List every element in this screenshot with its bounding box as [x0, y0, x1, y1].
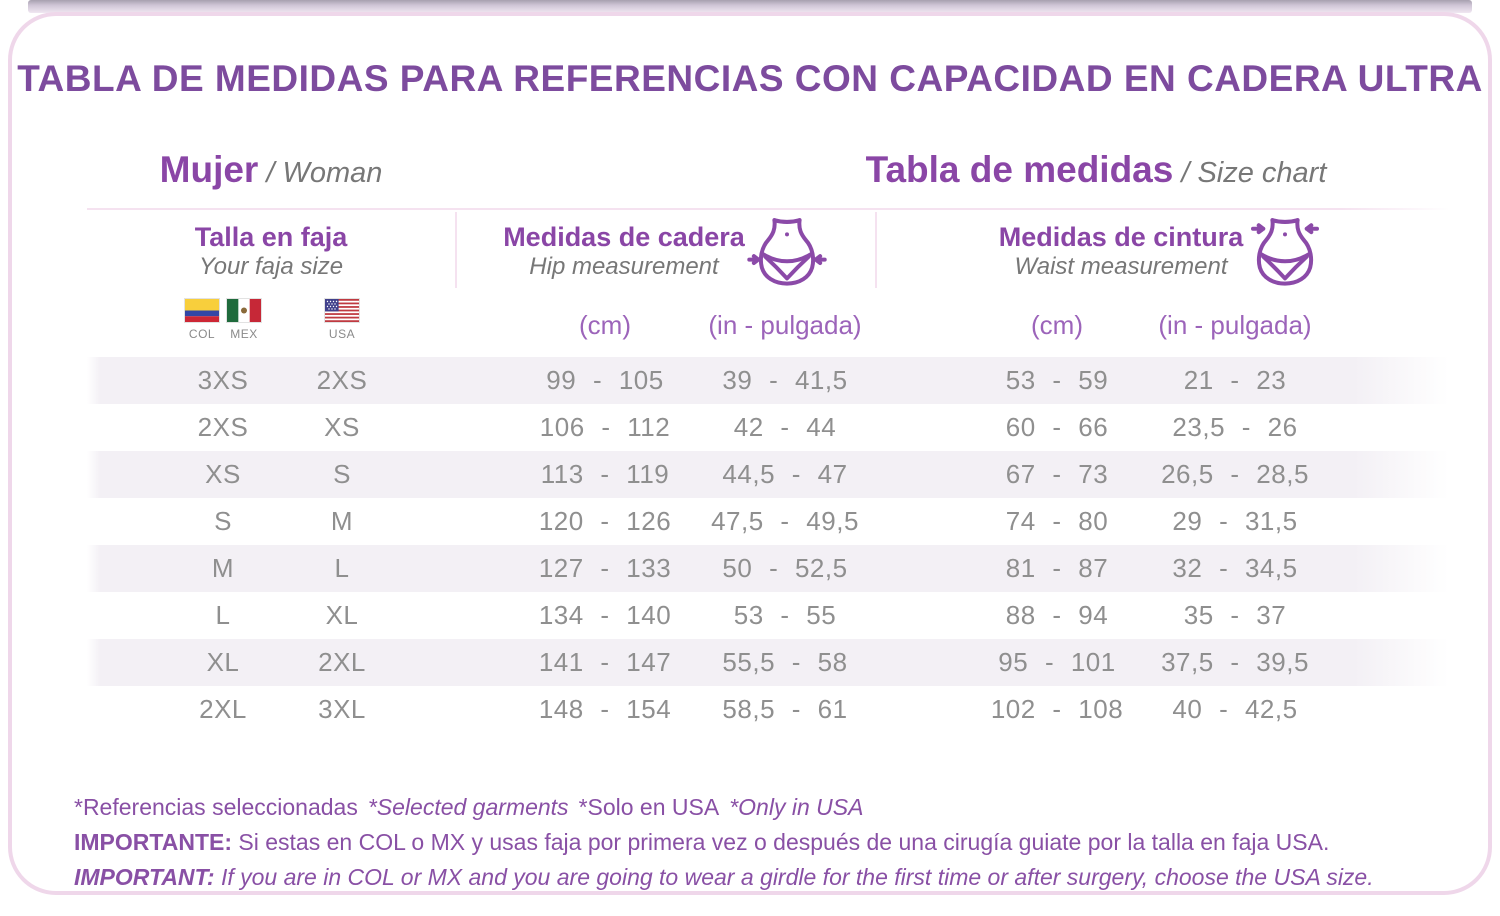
waist-cm-cell: 88 - 94 [1006, 592, 1108, 639]
hip-inch-cell: 53 - 55 [734, 592, 836, 639]
size-chart-card: TABLA DE MEDIDAS PARA REFERENCIAS CON CA… [8, 12, 1492, 895]
footnote-usa-only-es: *Solo en USA [579, 794, 720, 820]
waist-cm-cell: 81 - 87 [1006, 545, 1108, 592]
table-row: S M 120 - 126 47,5 - 49,5 74 - 80 29 - 3… [87, 498, 1449, 545]
hip-cm-cell: 141 - 147 [539, 639, 671, 686]
table-row: 2XS XS 106 - 112 42 - 44 60 - 66 23,5 - … [87, 404, 1449, 451]
footnotes: *Referencias seleccionadas *Selected garm… [74, 790, 1474, 895]
hip-inch-cell: 44,5 - 47 [722, 451, 847, 498]
waist-inch-cell: 26,5 - 28,5 [1161, 451, 1309, 498]
size-table-body: 3XS 2XS 99 - 105 39 - 41,5 53 - 59 21 - … [87, 357, 1449, 733]
hip-inch-cell: 42 - 44 [734, 404, 836, 451]
hip-header-en: Hip measurement [503, 253, 745, 281]
waist-inch-cell: 23,5 - 26 [1172, 404, 1297, 451]
size-usa-cell: XL [326, 592, 359, 639]
waist-cm-unit-label: (cm) [1031, 294, 1083, 356]
hip-measurement-icon [747, 215, 827, 287]
waist-cm-cell: 53 - 59 [1006, 357, 1108, 404]
waist-inch-unit-label: (in - pulgada) [1158, 294, 1311, 356]
table-row: 3XS 2XS 99 - 105 39 - 41,5 53 - 59 21 - … [87, 357, 1449, 404]
important-label: IMPORTANT: [74, 864, 215, 890]
mexico-flag-icon [227, 299, 261, 322]
section-header-woman: Mujer/ Woman [87, 149, 455, 191]
table-row: L XL 134 - 140 53 - 55 88 - 94 35 - 37 [87, 592, 1449, 639]
footnote-selected-es: *Referencias seleccionadas [74, 794, 358, 820]
hip-cm-cell: 120 - 126 [539, 498, 671, 545]
important-text: If you are in COL or MX and you are goin… [221, 864, 1374, 890]
size-header-en: Your faja size [195, 253, 348, 281]
waist-inch-cell: 35 - 37 [1184, 592, 1286, 639]
footnote-line-3: IMPORTANT: If you are in COL or MX and y… [74, 860, 1474, 895]
chart-content: Mujer/ Woman Tabla de medidas/ Size char… [87, 16, 1449, 916]
size-col-mex-cell: XS [205, 451, 241, 498]
footnote-usa-only-en: *Only in USA [729, 794, 863, 820]
importante-label: IMPORTANTE: [74, 829, 232, 855]
size-col-mex-cell: XL [207, 639, 240, 686]
footnote-line-1: *Referencias seleccionadas *Selected garm… [74, 790, 1474, 825]
section-title-en: / Size chart [1181, 157, 1326, 189]
section-title-es: Tabla de medidas [866, 149, 1174, 190]
size-usa-cell: 2XL [318, 639, 366, 686]
column-header-waist: Medidas de cintura Waist measurement [875, 212, 1449, 290]
hip-cm-cell: 106 - 112 [540, 404, 670, 451]
section-title-en: / Woman [266, 157, 382, 189]
size-col-mex-cell: M [212, 545, 234, 592]
section-header-size-chart: Tabla de medidas/ Size chart [866, 149, 1327, 191]
table-row: XS S 113 - 119 44,5 - 47 67 - 73 26,5 - … [87, 451, 1449, 498]
footnote-selected-en: *Selected garments [368, 794, 569, 820]
hip-cm-cell: 127 - 133 [539, 545, 671, 592]
waist-header-es: Medidas de cintura [999, 221, 1244, 253]
waist-cm-cell: 95 - 101 [998, 639, 1115, 686]
waist-inch-cell: 29 - 31,5 [1172, 498, 1297, 545]
size-col-mex-cell: 3XS [198, 357, 249, 404]
size-col-mex-cell: S [214, 498, 232, 545]
size-col-mex-cell: 2XL [199, 686, 247, 733]
waist-inch-cell: 32 - 34,5 [1172, 545, 1297, 592]
hip-cm-cell: 148 - 154 [539, 686, 671, 733]
hip-inch-cell: 58,5 - 61 [722, 686, 847, 733]
waist-cm-cell: 74 - 80 [1006, 498, 1108, 545]
usa-flag-icon [325, 299, 359, 322]
hip-inch-cell: 50 - 52,5 [722, 545, 847, 592]
hip-header-es: Medidas de cadera [503, 221, 745, 253]
size-usa-cell: 3XL [318, 686, 366, 733]
size-usa-cell: XS [324, 404, 360, 451]
size-usa-cell: M [331, 498, 353, 545]
size-usa-cell: 2XS [317, 357, 368, 404]
hip-inch-unit-label: (in - pulgada) [708, 294, 861, 356]
waist-inch-cell: 40 - 42,5 [1172, 686, 1297, 733]
header-divider-line [87, 208, 1450, 210]
flag-label-usa: USA [312, 327, 372, 341]
waist-measurement-icon [1245, 215, 1325, 287]
size-header-es: Talla en faja [195, 221, 348, 253]
footnote-line-2: IMPORTANTE: Si estas en COL o MX y usas … [74, 825, 1474, 860]
waist-header-en: Waist measurement [999, 253, 1244, 281]
hip-inch-cell: 47,5 - 49,5 [711, 498, 859, 545]
colombia-flag-icon [185, 299, 219, 322]
hip-cm-cell: 134 - 140 [539, 592, 671, 639]
size-col-mex-cell: L [216, 592, 231, 639]
hip-cm-cell: 99 - 105 [546, 357, 663, 404]
table-row: M L 127 - 133 50 - 52,5 81 - 87 32 - 34,… [87, 545, 1449, 592]
table-row: XL 2XL 141 - 147 55,5 - 58 95 - 101 37,5… [87, 639, 1449, 686]
hip-inch-cell: 39 - 41,5 [722, 357, 847, 404]
flag-label-mex: MEX [214, 327, 274, 341]
section-title-es: Mujer [160, 149, 259, 190]
size-usa-cell: L [335, 545, 350, 592]
waist-inch-cell: 21 - 23 [1184, 357, 1286, 404]
table-row: 2XL 3XL 148 - 154 58,5 - 61 102 - 108 40… [87, 686, 1449, 733]
waist-cm-cell: 67 - 73 [1006, 451, 1108, 498]
waist-cm-cell: 102 - 108 [991, 686, 1123, 733]
size-col-mex-cell: 2XS [198, 404, 249, 451]
waist-inch-cell: 37,5 - 39,5 [1161, 639, 1309, 686]
hip-cm-cell: 113 - 119 [541, 451, 670, 498]
column-header-size: Talla en faja Your faja size [87, 212, 455, 290]
column-header-hip: Medidas de cadera Hip measurement [455, 212, 875, 290]
waist-cm-cell: 60 - 66 [1006, 404, 1108, 451]
hip-cm-unit-label: (cm) [579, 294, 631, 356]
size-usa-cell: S [333, 451, 351, 498]
hip-inch-cell: 55,5 - 58 [722, 639, 847, 686]
importante-text: Si estas en COL o MX y usas faja por pri… [238, 829, 1329, 855]
